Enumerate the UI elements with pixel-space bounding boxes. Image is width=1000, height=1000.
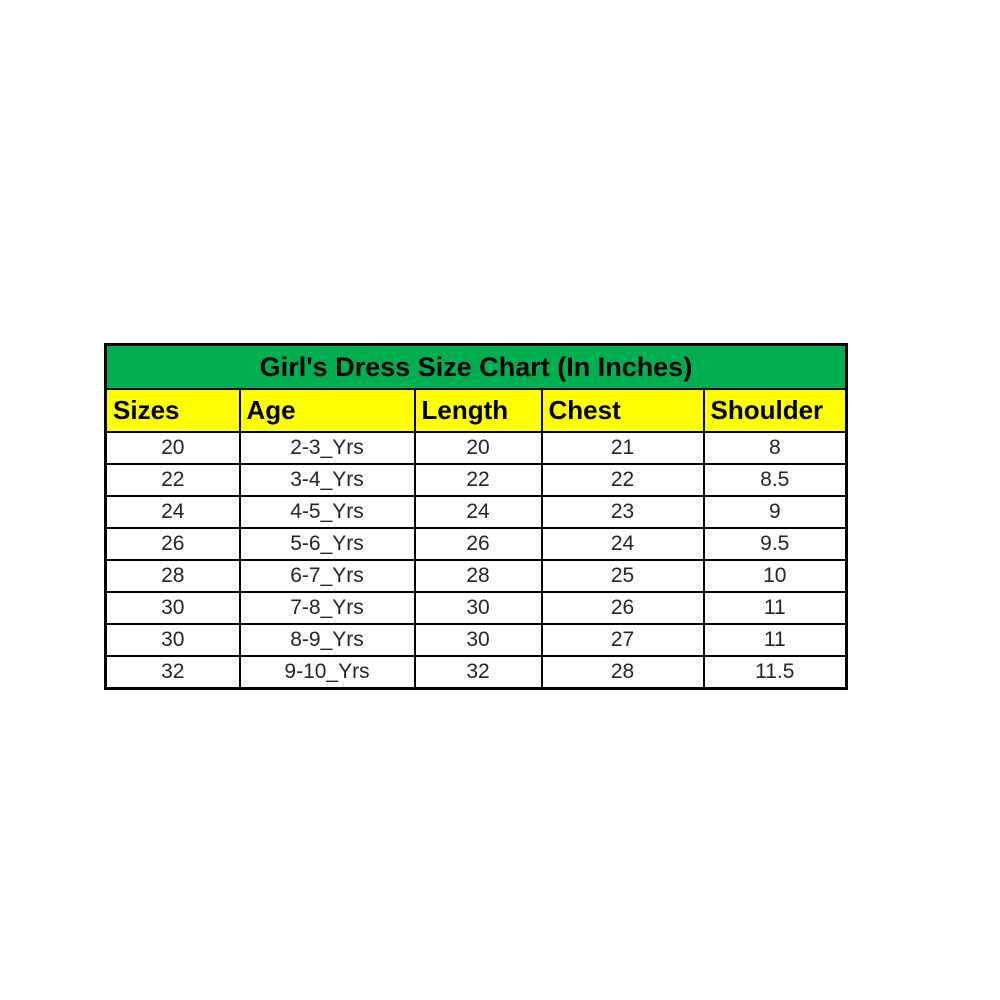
table-cell: 22 [104,463,241,497]
table-cell: 10 [702,559,848,593]
column-header-chest: Chest [540,388,705,433]
table-cell: 23 [540,495,705,529]
table-cell: 9 [702,495,848,529]
table-cell: 25 [540,559,705,593]
table-cell: 27 [540,623,705,657]
size-chart-table: Girl's Dress Size Chart (In Inches) Size… [104,343,849,690]
column-header-shoulder: Shoulder [702,388,848,433]
table-cell: 30 [104,623,241,657]
table-row: 30 8-9_Yrs 30 27 11 [104,623,848,657]
table-cell: 24 [413,495,543,529]
column-header-sizes: Sizes [104,388,241,433]
table-row: 30 7-8_Yrs 30 26 11 [104,591,848,625]
table-row: 22 3-4_Yrs 22 22 8.5 [104,463,848,497]
table-cell: 8.5 [702,463,848,497]
table-cell: 7-8_Yrs [238,591,416,625]
table-title: Girl's Dress Size Chart (In Inches) [104,343,848,390]
table-cell: 30 [413,623,543,657]
table-cell: 26 [104,527,241,561]
table-cell: 26 [540,591,705,625]
table-cell: 28 [104,559,241,593]
table-cell: 24 [104,495,241,529]
table-cell: 5-6_Yrs [238,527,416,561]
table-cell: 20 [413,431,543,465]
table-cell: 30 [413,591,543,625]
table-cell: 32 [104,655,241,690]
column-header-length: Length [413,388,543,433]
table-row: 28 6-7_Yrs 28 25 10 [104,559,848,593]
table-cell: 22 [413,463,543,497]
table-body: 20 2-3_Yrs 20 21 8 22 3-4_Yrs 22 22 8.5 24 4-5_Yrs 2… [104,431,848,690]
table-cell: 6-7_Yrs [238,559,416,593]
title-row: Girl's Dress Size Chart (In Inches) [104,343,848,390]
table-row: 20 2-3_Yrs 20 21 8 [104,431,848,465]
table-row: 26 5-6_Yrs 26 24 9.5 [104,527,848,561]
table-cell: 9-10_Yrs [238,655,416,690]
table-cell: 30 [104,591,241,625]
table-cell: 20 [104,431,241,465]
table-cell: 11 [702,591,848,625]
table-cell: 28 [540,655,705,690]
table-cell: 3-4_Yrs [238,463,416,497]
table-cell: 11 [702,623,848,657]
column-header-age: Age [238,388,416,433]
column-header-row: Sizes Age Length Chest Shoulder [104,388,848,433]
table-row: 24 4-5_Yrs 24 23 9 [104,495,848,529]
table-cell: 9.5 [702,527,848,561]
table-cell: 21 [540,431,705,465]
table-cell: 32 [413,655,543,690]
table-cell: 4-5_Yrs [238,495,416,529]
table-cell: 8-9_Yrs [238,623,416,657]
table-row: 32 9-10_Yrs 32 28 11.5 [104,655,848,690]
table-cell: 11.5 [702,655,848,690]
table-cell: 2-3_Yrs [238,431,416,465]
table-cell: 28 [413,559,543,593]
table-cell: 8 [702,431,848,465]
table-cell: 26 [413,527,543,561]
table-cell: 22 [540,463,705,497]
table-cell: 24 [540,527,705,561]
